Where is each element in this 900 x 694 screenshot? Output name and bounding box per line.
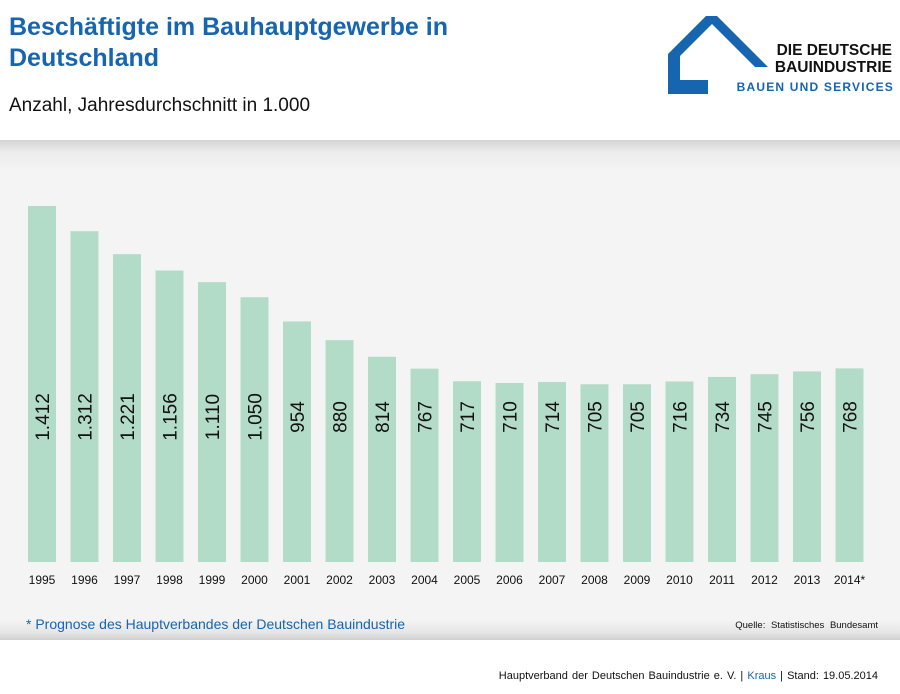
x-tick-label-2003: 2003 [369, 573, 396, 587]
x-tick-label-2004: 2004 [411, 573, 438, 587]
logo-tagline: BAUEN UND SERVICES [736, 80, 894, 94]
x-tick-label-2001: 2001 [284, 573, 311, 587]
bar-1998 [155, 270, 184, 562]
bar-2011 [708, 376, 736, 562]
bar-2005 [453, 381, 481, 562]
x-tick-label-2006: 2006 [496, 573, 523, 587]
bar-1999 [198, 282, 226, 562]
logo-text-line1: DIE DEUTSCHE [776, 42, 892, 59]
data-label-2010: 716 [671, 401, 692, 433]
data-label-1995: 1.412 [33, 393, 54, 441]
data-label-2003: 814 [373, 401, 394, 433]
x-tick-label-2002: 2002 [326, 573, 353, 587]
chart-background [0, 140, 900, 640]
bar-2001 [283, 321, 311, 562]
bar-2012 [750, 374, 779, 562]
x-tick-label-1999: 1999 [199, 573, 226, 587]
x-tick-label-2000: 2000 [241, 573, 268, 587]
data-label-2000: 1.050 [246, 393, 267, 441]
bar-chart: 1.412 1995 1.312 1996 1.221 1997 1.156 1998 1.11… [28, 206, 866, 587]
data-label-2004: 767 [416, 401, 437, 433]
data-label-2013: 756 [798, 401, 819, 433]
x-tick-label-2008: 2008 [581, 573, 608, 587]
x-tick-label-1995: 1995 [29, 573, 56, 587]
bar-2002 [325, 340, 354, 562]
x-tick-label-2009: 2009 [624, 573, 651, 587]
x-tick-label-1997: 1997 [114, 573, 141, 587]
data-label-2002: 880 [331, 401, 352, 433]
bar-2007 [538, 381, 566, 562]
bar-2013 [793, 371, 821, 562]
bar-1997 [113, 254, 141, 562]
data-label-1999: 1.110 [203, 394, 224, 440]
footer-author: Kraus [747, 670, 777, 682]
x-tick-label-2011: 2011 [709, 573, 735, 587]
source-note: Quelle: Statistisches Bundesamt [735, 620, 878, 631]
x-tick-label-2012: 2012 [751, 573, 778, 587]
house-roof-icon [668, 16, 768, 94]
footer: Hauptverband der Deutschen Bauindustrie … [499, 670, 878, 682]
x-tick-label-2014: 2014* [834, 573, 866, 587]
chart-title: Beschäftigte im Bauhauptgewerbe in Deuts… [9, 13, 448, 72]
bar-2006 [495, 382, 524, 562]
data-label-1996: 1.312 [76, 393, 97, 441]
bar-2008 [580, 384, 609, 562]
bar-2003 [368, 356, 396, 562]
bar-2000 [240, 297, 269, 562]
bar-2004 [410, 368, 439, 562]
x-tick-label-2007: 2007 [539, 573, 566, 587]
data-label-1997: 1.221 [118, 393, 139, 441]
x-tick-label-1996: 1996 [71, 573, 98, 587]
data-label-2009: 705 [628, 401, 649, 433]
bar-2009 [623, 384, 651, 562]
data-label-2001: 954 [288, 401, 309, 433]
x-tick-label-2010: 2010 [666, 573, 693, 587]
data-label-2008: 705 [586, 401, 607, 433]
bar-2014 [835, 368, 864, 562]
chart-subtitle: Anzahl, Jahresdurchschnitt in 1.000 [9, 95, 311, 116]
data-label-2007: 714 [543, 401, 564, 433]
data-label-2012: 745 [756, 401, 777, 433]
data-label-2011: 734 [713, 401, 734, 433]
x-tick-label-2013: 2013 [794, 573, 821, 587]
x-tick-label-1998: 1998 [156, 573, 183, 587]
data-label-1998: 1.156 [161, 393, 182, 441]
footer-stand: | Stand: 19.05.2014 [780, 670, 878, 682]
data-label-2005: 717 [458, 401, 479, 433]
data-label-2014: 768 [841, 401, 862, 433]
forecast-footnote: * Prognose des Hauptverbandes der Deutsc… [26, 616, 406, 632]
data-label-2006: 710 [501, 401, 522, 433]
footer-org: Hauptverband der Deutschen Bauindustrie … [498, 670, 744, 682]
logo-text-line2: BAUINDUSTRIE [774, 59, 892, 76]
bar-1995 [28, 206, 56, 562]
bar-2010 [665, 381, 694, 562]
bar-1996 [70, 231, 99, 562]
company-logo: DIE DEUTSCHE BAUINDUSTRIE BAUEN UND SERV… [668, 14, 896, 96]
x-tick-label-2005: 2005 [454, 573, 481, 587]
